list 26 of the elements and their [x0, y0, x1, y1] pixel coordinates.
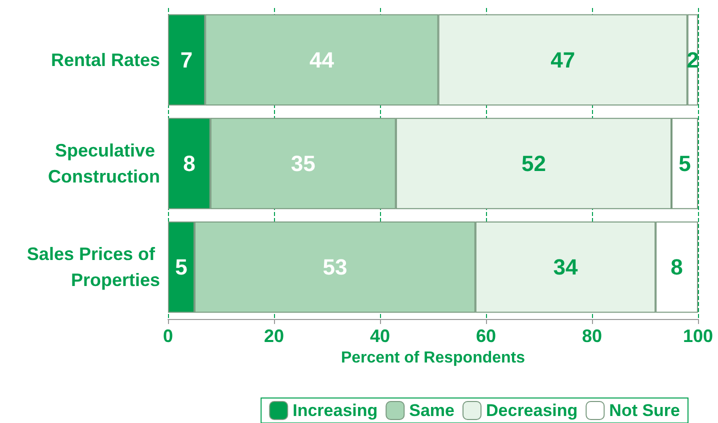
x-tick-label: 100	[682, 326, 714, 346]
data-label: 5	[678, 151, 691, 176]
legend-label: Same	[409, 401, 455, 420]
data-label: 34	[553, 254, 578, 280]
y-tick-label: Speculative Construction	[48, 140, 160, 186]
y-tick-label: Sales Prices of Properties	[26, 244, 160, 290]
legend-label: Decreasing	[486, 401, 578, 420]
data-label: 8	[183, 151, 196, 176]
y-tick-label: Rental Rates	[50, 50, 160, 70]
x-tick-label: 0	[162, 326, 174, 346]
data-label: 53	[322, 254, 348, 280]
x-axis-title: Percent of Respondents	[340, 349, 526, 366]
x-tick-label: 60	[476, 326, 496, 346]
legend-label: Increasing	[292, 401, 378, 420]
legend-label: Not Sure	[609, 401, 680, 420]
data-label: 7	[180, 47, 193, 72]
x-tick-label: 40	[370, 326, 390, 346]
data-label: 8	[670, 254, 683, 280]
data-label: 2	[686, 47, 699, 72]
data-label: 52	[521, 151, 546, 176]
x-tick-label: 80	[582, 326, 602, 346]
data-label: 44	[309, 47, 335, 72]
data-label: 35	[290, 151, 316, 176]
data-label: 5	[175, 254, 188, 280]
x-tick-label: 20	[264, 326, 284, 346]
data-label: 47	[550, 47, 576, 72]
